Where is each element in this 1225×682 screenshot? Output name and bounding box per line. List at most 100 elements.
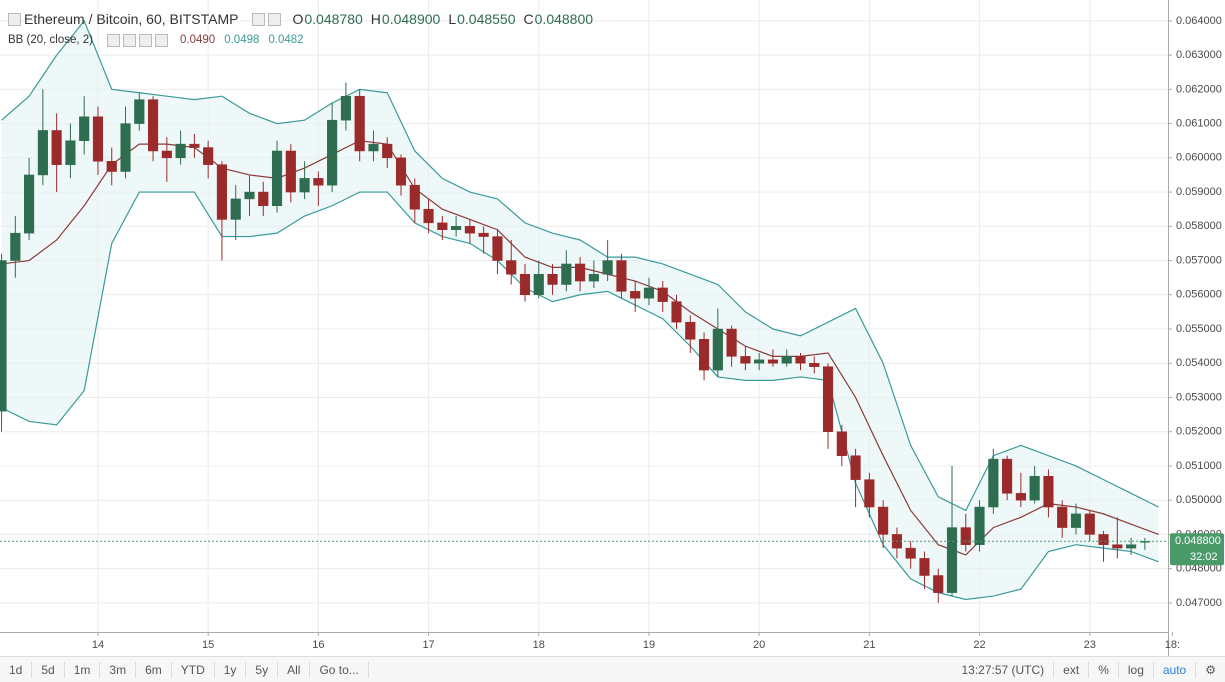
y-tick-label: 0.059000: [1176, 186, 1222, 198]
y-tick-label: 0.058000: [1176, 220, 1222, 232]
candle-body: [519, 273, 531, 296]
indicator-value: 0.0490: [180, 34, 216, 46]
candle-body: [1029, 475, 1040, 501]
y-tick-label: 0.062000: [1176, 83, 1222, 95]
candle-body: [1112, 544, 1123, 549]
candle-body: [92, 116, 104, 162]
ohlc-key: L: [448, 11, 457, 27]
x-tick-label: 21: [863, 639, 875, 651]
candle-body: [354, 95, 365, 152]
y-tick-label: 0.053000: [1176, 391, 1222, 403]
ohlc-value: 0.048780: [304, 11, 363, 27]
candle-body: [809, 362, 820, 367]
time-axis: [0, 632, 1168, 656]
candle-body: [946, 527, 958, 593]
range-button[interactable]: 1y: [215, 661, 247, 678]
goto-button[interactable]: Go to...: [310, 661, 369, 678]
candle-body: [1015, 493, 1026, 501]
y-tick-label: 0.051000: [1176, 460, 1222, 472]
candle-body: [1070, 513, 1082, 528]
candle-body: [37, 130, 48, 176]
range-button[interactable]: All: [278, 661, 311, 678]
icon[interactable]: [268, 12, 282, 26]
range-button[interactable]: 5y: [246, 661, 279, 678]
candle-body: [643, 287, 655, 299]
candle-body: [1057, 506, 1068, 528]
y-tick-label: 0.061000: [1176, 117, 1222, 129]
option-button[interactable]: %: [1089, 661, 1119, 678]
candle-body: [10, 232, 21, 261]
candle-body: [878, 506, 889, 535]
x-tick-label: 18:: [1165, 639, 1180, 651]
option-button[interactable]: log: [1119, 661, 1154, 678]
x-tick-label: 18: [533, 639, 545, 651]
x-tick-label: 23: [1084, 639, 1096, 651]
option-button[interactable]: ext: [1054, 661, 1090, 678]
band-fill: [1, 20, 1159, 600]
candle-body: [423, 208, 434, 224]
candle-body: [79, 116, 90, 141]
symbol-row: Ethereum / Bitcoin, 60, BITSTAMP O 0.0487…: [8, 9, 593, 29]
candle-body: [24, 174, 35, 234]
candle-body: [506, 260, 517, 275]
band-line: [1, 19, 1159, 512]
candle-body: [933, 575, 944, 593]
indicator-value: 0.0498: [224, 34, 260, 46]
y-tick-label: 0.060000: [1176, 152, 1222, 164]
candle-body: [781, 356, 792, 364]
icon[interactable]: [123, 33, 137, 47]
y-tick-label: 0.063000: [1176, 49, 1222, 61]
candle-body: [147, 99, 159, 152]
option-button[interactable]: auto: [1154, 661, 1197, 678]
candle-body: [616, 260, 627, 292]
icon[interactable]: [252, 12, 266, 26]
candle-body: [740, 356, 751, 364]
range-button[interactable]: 3m: [100, 661, 137, 678]
y-tick-label: 0.050000: [1176, 494, 1222, 506]
range-button[interactable]: 1m: [65, 661, 101, 678]
symbol: Ethereum / Bitcoin, 60, BITSTAMP: [24, 11, 239, 27]
candle-body: [313, 178, 324, 186]
y-tick-label: 0.057000: [1176, 254, 1222, 266]
candle-body: [988, 458, 999, 508]
ohlc-value: 0.048900: [381, 11, 441, 27]
candle-body: [464, 226, 475, 234]
candle-body: [244, 191, 255, 200]
candle-body: [0, 260, 7, 412]
range-button[interactable]: YTD: [172, 661, 215, 678]
candle-body: [919, 558, 930, 576]
indicator-name: BB (20, close, 2): [8, 34, 94, 46]
y-tick-label: 0.054000: [1176, 357, 1222, 369]
legend: Ethereum / Bitcoin, 60, BITSTAMP O 0.0487…: [8, 9, 593, 51]
icon[interactable]: [139, 33, 153, 47]
candle-body: [960, 527, 971, 545]
candle-body: [368, 143, 379, 152]
settings-button[interactable]: ⚙: [1205, 662, 1216, 677]
candle-body: [850, 455, 861, 480]
range-button[interactable]: 6m: [136, 661, 172, 678]
candle-body: [588, 273, 599, 282]
range-button[interactable]: 1d: [0, 661, 33, 678]
indicator-value: 0.0482: [268, 34, 304, 46]
candle-body: [299, 178, 310, 193]
candle-body: [1084, 513, 1095, 535]
candle-body: [327, 119, 338, 186]
icon[interactable]: [8, 12, 21, 26]
candle-body: [561, 263, 572, 285]
candle-body: [630, 291, 641, 299]
x-tick-label: 16: [312, 639, 324, 651]
range-button[interactable]: 5d: [32, 661, 65, 678]
x-tick-label: 22: [973, 639, 985, 651]
indicator-row: BB (20, close, 2) 0.0490 0.0498 0.0482: [8, 29, 593, 51]
candle-body: [189, 143, 200, 148]
candle-body: [216, 164, 228, 220]
candle-body: [230, 198, 241, 220]
candle-body: [258, 191, 269, 207]
candle-body: [120, 123, 131, 172]
icon[interactable]: [155, 33, 169, 47]
candle-body: [712, 328, 723, 371]
candle-body: [1098, 534, 1109, 545]
icon[interactable]: [107, 33, 121, 47]
y-tick-label: 0.047000: [1176, 597, 1222, 609]
